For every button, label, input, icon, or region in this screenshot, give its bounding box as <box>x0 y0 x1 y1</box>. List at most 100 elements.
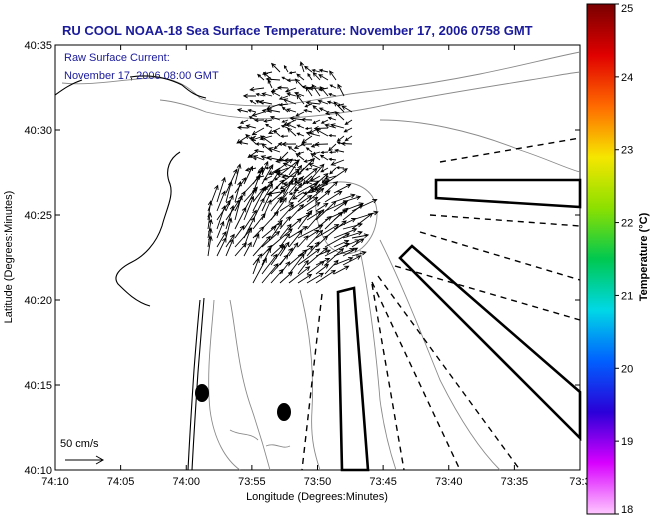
current-vector <box>284 87 297 93</box>
current-vector <box>336 135 345 142</box>
current-vector <box>297 245 314 257</box>
current-vector <box>207 235 213 257</box>
y-tick-label: 40:30 <box>24 125 52 137</box>
current-vector <box>279 201 294 212</box>
colorbar-tick-label: 23 <box>621 145 633 157</box>
current-vector <box>245 124 257 129</box>
current-vector <box>333 228 358 239</box>
current-vector <box>318 68 329 73</box>
current-vector <box>299 61 305 73</box>
current-vector <box>306 187 325 203</box>
current-vector <box>343 127 353 133</box>
figure-title: RU COOL NOAA-18 Sea Surface Temperature:… <box>62 23 533 38</box>
current-vector <box>328 92 337 97</box>
current-vector <box>207 212 213 230</box>
current-vector <box>279 177 298 194</box>
current-vector <box>251 127 265 136</box>
current-vector <box>255 92 265 97</box>
current-vector <box>236 125 249 130</box>
current-vector <box>225 238 234 257</box>
current-vector <box>270 228 293 248</box>
current-vector <box>288 71 297 75</box>
current-vector <box>344 119 353 125</box>
colorbar <box>586 3 616 515</box>
current-vector <box>291 191 305 200</box>
current-vector <box>306 229 324 248</box>
current-vector <box>279 232 291 248</box>
current-vector <box>344 135 353 142</box>
current-vector <box>252 235 271 257</box>
current-vector <box>305 100 321 106</box>
current-vector <box>247 108 257 113</box>
current-vector <box>333 256 354 266</box>
current-vector <box>315 202 329 212</box>
current-vector <box>288 164 303 185</box>
colorbar-tick-label: 19 <box>621 436 633 448</box>
current-vector <box>330 159 345 166</box>
surface-current-vectors <box>207 61 379 284</box>
current-vector <box>307 72 313 81</box>
current-vector <box>254 118 265 123</box>
current-vector <box>330 123 345 129</box>
vector-scale: 50 cm/s <box>60 438 105 465</box>
current-vector <box>261 210 279 230</box>
current-vector <box>279 241 290 257</box>
current-vector <box>278 95 289 100</box>
y-tick-label: 40:25 <box>24 210 52 222</box>
x-tick-label: 74:00 <box>172 476 200 488</box>
current-vector <box>269 115 281 121</box>
current-vector <box>261 191 272 212</box>
current-vector <box>225 217 233 239</box>
current-vector <box>279 204 295 221</box>
current-vector <box>243 241 252 257</box>
current-vector <box>270 222 283 239</box>
current-vector <box>234 163 242 185</box>
current-vector <box>297 196 319 212</box>
current-vector <box>320 119 329 124</box>
current-vector <box>270 62 281 73</box>
current-vector <box>320 150 329 155</box>
current-vector <box>216 190 226 212</box>
current-vector <box>315 269 337 284</box>
current-note-line1: Raw Surface Current: <box>64 52 170 64</box>
current-vector <box>315 129 329 137</box>
current-vector <box>266 155 281 161</box>
current-vector <box>242 93 257 99</box>
current-vector <box>303 109 313 113</box>
current-vector <box>342 203 364 221</box>
colorbar-tick-label: 18 <box>621 504 633 516</box>
current-vector <box>342 255 362 266</box>
current-vector <box>234 224 245 239</box>
current-vector <box>324 168 348 185</box>
current-vector <box>300 141 313 147</box>
current-vector <box>306 163 325 185</box>
current-vector <box>252 233 260 248</box>
current-vector <box>288 230 303 248</box>
x-tick-label: 73:35 <box>501 476 529 488</box>
study-regions <box>336 178 582 472</box>
current-vector <box>296 73 305 81</box>
current-vector <box>288 176 304 194</box>
current-vector <box>325 110 337 116</box>
current-vector <box>249 154 257 161</box>
current-vector <box>258 99 273 105</box>
current-vector <box>268 147 281 153</box>
current-vector <box>286 78 297 83</box>
current-vector <box>302 175 313 185</box>
y-axis: 40:35 40:30 40:25 40:20 40:15 40:10 <box>24 40 580 477</box>
current-vector <box>306 209 325 230</box>
current-vector <box>273 143 281 150</box>
current-vector <box>297 273 313 284</box>
y-axis-label: Latitude (Degrees:Minutes) <box>3 191 15 324</box>
current-vector <box>328 157 337 161</box>
current-vector <box>283 64 289 73</box>
current-vector <box>306 247 329 266</box>
current-vector <box>252 257 260 275</box>
current-vector <box>342 230 363 239</box>
x-tick-label: 73:3 <box>569 476 590 488</box>
current-vector <box>315 257 331 266</box>
colorbar-tick-label: 25 <box>621 3 633 15</box>
current-vector <box>333 193 356 203</box>
y-tick-label: 40:15 <box>24 380 52 392</box>
current-vector <box>304 103 313 108</box>
